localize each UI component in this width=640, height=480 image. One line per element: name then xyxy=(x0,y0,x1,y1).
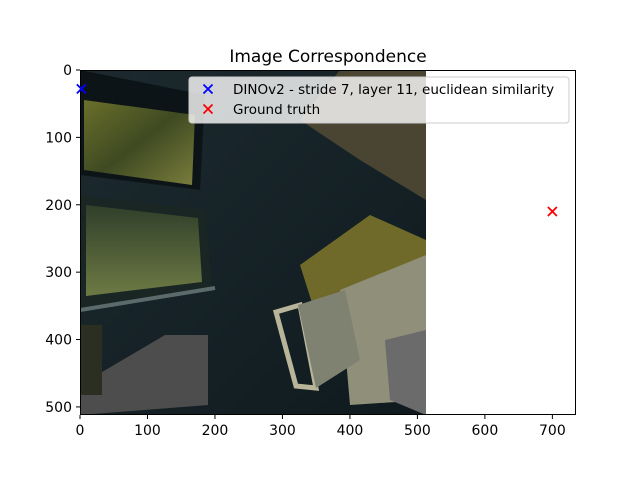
x-tick-label: 0 xyxy=(76,423,85,439)
legend-marker xyxy=(202,103,214,115)
x-tick-label: 200 xyxy=(202,423,229,439)
y-tick-label: 200 xyxy=(45,198,72,214)
x-tick-label: 600 xyxy=(472,423,499,439)
y-axis: 0 100 200 300 400 500 xyxy=(45,63,80,416)
y-tick-label: 100 xyxy=(45,130,72,146)
legend: DINOv2 - stride 7, layer 11, euclidean s… xyxy=(188,76,570,124)
legend-label: Ground truth xyxy=(233,102,320,118)
y-tick-label: 300 xyxy=(45,265,72,281)
y-tick-label: 0 xyxy=(63,63,72,79)
x-tick-label: 100 xyxy=(134,423,161,439)
y-tick-label: 500 xyxy=(45,400,72,416)
data-points xyxy=(76,83,558,217)
chart-title: Image Correspondence xyxy=(229,47,426,67)
legend-label: DINOv2 - stride 7, layer 11, euclidean s… xyxy=(233,82,554,98)
x-tick-label: 400 xyxy=(337,423,364,439)
x-tick-label: 500 xyxy=(404,423,431,439)
x-tick-label: 700 xyxy=(539,423,566,439)
plot-frame xyxy=(80,70,576,415)
x-axis: 0 100 200 300 400 500 600 700 xyxy=(76,415,566,439)
legend-marker xyxy=(202,83,214,95)
data-point xyxy=(547,206,558,217)
legend-box xyxy=(188,76,570,124)
y-tick-label: 400 xyxy=(45,333,72,349)
data-point xyxy=(76,83,87,95)
x-tick-label: 300 xyxy=(269,423,296,439)
